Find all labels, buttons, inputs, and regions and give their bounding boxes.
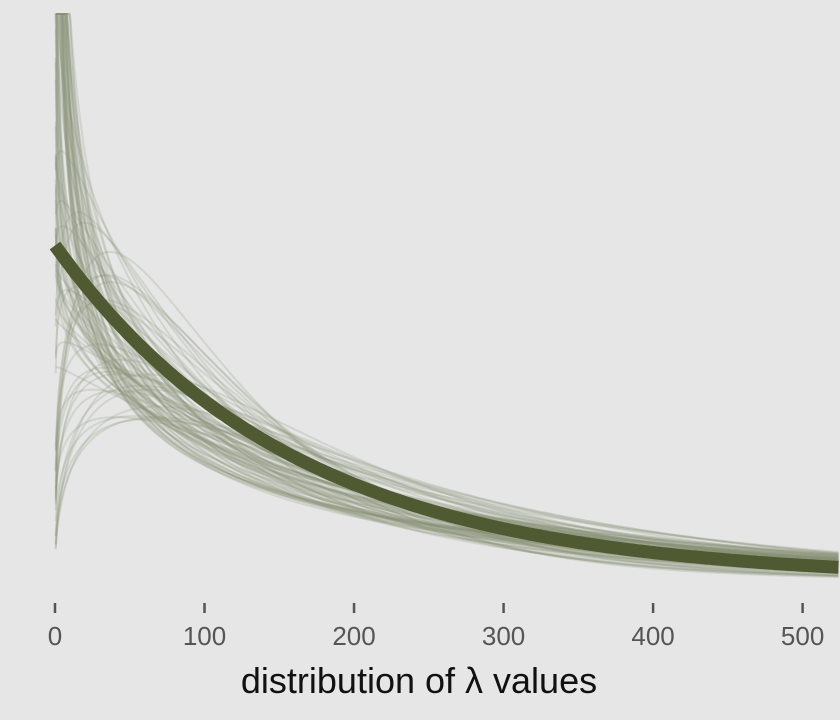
sample-curve-30 — [55, 13, 839, 577]
sample-curve-64 — [54, 370, 839, 563]
sample-curve-90 — [54, 416, 839, 553]
sample-curve-55 — [55, 13, 839, 574]
x-tick-label-100: 100 — [183, 621, 226, 651]
sample-curve-20 — [54, 373, 839, 566]
mean-curve-group — [49, 241, 840, 574]
sample-curve-40 — [55, 13, 839, 572]
sample-curve-61 — [55, 13, 839, 573]
sample-curve-62 — [54, 221, 839, 578]
sample-curve-92 — [54, 418, 839, 554]
x-axis-title: distribution of λ values — [241, 660, 597, 701]
sample-curve-76 — [54, 388, 839, 557]
sample-curve-97 — [55, 13, 839, 558]
sample-curve-58 — [54, 389, 839, 560]
sample-curve-26 — [54, 28, 839, 557]
sample-curve-57 — [54, 199, 839, 575]
sample-curve-11 — [55, 13, 839, 573]
sample-curve-44 — [54, 211, 839, 577]
sample-curve-75 — [55, 13, 839, 558]
sample-curve-71 — [54, 13, 839, 557]
sample-curve-35 — [54, 149, 839, 577]
sample-curve-85 — [55, 13, 839, 575]
x-tick-label-200: 200 — [332, 621, 375, 651]
sample-curve-43 — [54, 388, 839, 562]
sample-curve-69 — [54, 416, 839, 555]
mean-curve — [49, 241, 840, 574]
sample-curve-56 — [55, 13, 839, 560]
sample-curve-70 — [54, 415, 839, 555]
sample-curve-23 — [54, 366, 839, 564]
x-axis: 0 100 200 300 400 500 — [48, 603, 824, 651]
sample-curve-28 — [54, 405, 839, 558]
sample-curve-93 — [54, 384, 839, 563]
sample-curve-46 — [55, 13, 839, 557]
sample-curve-27 — [54, 373, 839, 564]
x-tick-label-300: 300 — [482, 621, 525, 651]
sample-curve-47 — [54, 13, 839, 559]
x-tick-label-500: 500 — [781, 621, 824, 651]
x-tick-label-400: 400 — [631, 621, 674, 651]
x-tick-label-0: 0 — [48, 621, 62, 651]
